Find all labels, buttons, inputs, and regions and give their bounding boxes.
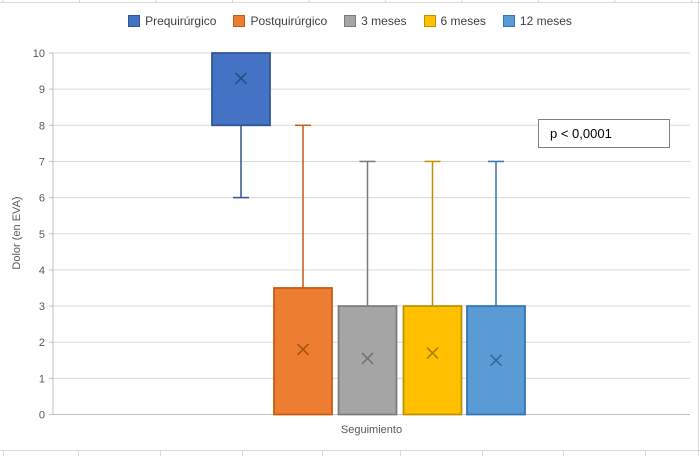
box-series-3-3-meses <box>337 160 398 416</box>
chart-legend: Prequirúrgico Postquirúrgico 3 meses 6 mese… <box>0 13 700 28</box>
y-axis-ticks <box>49 52 53 415</box>
y-axis-title: Dolor (en EVA) <box>11 196 23 270</box>
mean-marker <box>296 343 310 356</box>
legend-label: Prequirúrgico <box>145 13 217 28</box>
box-series-2-postquir-rgico <box>273 124 333 416</box>
legend-item: 3 meses <box>344 13 407 28</box>
svg-text:10: 10 <box>33 48 45 60</box>
svg-text:5: 5 <box>39 229 45 241</box>
box-series-1-prequir-rgico <box>211 52 271 199</box>
mean-marker <box>234 72 248 85</box>
legend-item: Postquirúrgico <box>233 14 327 28</box>
legend-label: Postquirúrgico <box>250 13 328 28</box>
svg-text:1: 1 <box>39 373 45 385</box>
mean-marker <box>489 354 503 367</box>
legend-item: 6 meses <box>423 13 486 28</box>
mean-marker <box>426 346 439 360</box>
legend-swatch-icon <box>128 14 141 27</box>
legend-swatch-icon <box>423 14 436 27</box>
svg-text:8: 8 <box>39 120 45 132</box>
x-axis-title: Seguimiento <box>340 424 403 436</box>
legend-label: 6 meses <box>440 13 486 28</box>
svg-text:6: 6 <box>39 193 45 205</box>
y-axis-tick-labels: 0 1 2 3 4 5 6 7 8 9 10 <box>33 48 45 422</box>
legend-swatch-icon <box>344 14 357 27</box>
legend-item: Prequirúrgico <box>128 14 216 28</box>
box-series-4-6-meses <box>402 160 463 416</box>
svg-text:3: 3 <box>39 301 45 313</box>
legend-label: 3 meses <box>361 13 407 28</box>
legend-swatch-icon <box>502 14 515 27</box>
svg-text:2: 2 <box>39 337 45 349</box>
legend-swatch-icon <box>233 14 246 27</box>
legend-label: 12 meses <box>519 13 572 28</box>
box-series-5-12-meses <box>466 160 526 416</box>
svg-text:0: 0 <box>39 410 45 422</box>
legend-item: 12 meses <box>502 13 572 28</box>
svg-text:4: 4 <box>39 265 45 277</box>
svg-text:9: 9 <box>39 84 45 96</box>
mean-marker <box>361 352 374 365</box>
svg-text:7: 7 <box>39 156 45 168</box>
p-value-annotation: p < 0,0001 <box>538 119 670 148</box>
